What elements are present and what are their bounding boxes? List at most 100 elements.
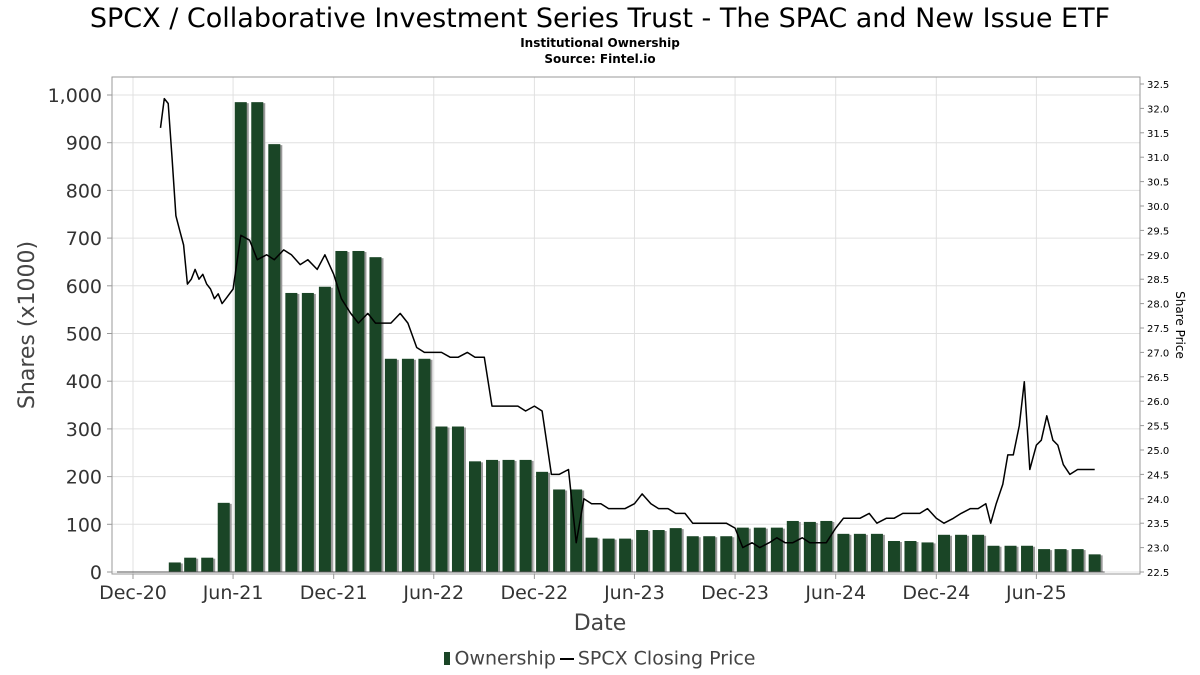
y-axis-title: Shares (x1000): [15, 241, 40, 409]
ownership-bar: [519, 459, 532, 572]
legend-ownership-label: Ownership: [454, 647, 556, 670]
ownership-bar: [955, 534, 968, 572]
y-tick-label: 900: [66, 133, 102, 155]
legend: Ownership SPCX Closing Price: [0, 647, 1200, 670]
y-tick-label: 300: [66, 419, 102, 441]
ownership-bar: [938, 534, 951, 572]
ownership-bar: [468, 461, 481, 572]
ownership-bar: [736, 527, 749, 572]
chart-title: SPCX / Collaborative Investment Series T…: [89, 3, 1111, 34]
y2-tick-label: 29.0: [1147, 251, 1169, 262]
price-line: [159, 97, 1095, 549]
y2-tick-label: 32.5: [1147, 80, 1169, 91]
ownership-bar: [268, 144, 281, 573]
ownership-bar: [335, 250, 348, 572]
ownership-bar: [201, 557, 214, 572]
ownership-bar: [285, 292, 298, 572]
y2-tick-label: 26.0: [1147, 397, 1169, 408]
y2-tick-label: 23.5: [1147, 519, 1169, 530]
ownership-bar: [753, 527, 766, 572]
ownership-bar: [904, 540, 917, 572]
plot-frame: [111, 76, 1141, 575]
ownership-bar: [686, 536, 699, 572]
chart-subtitle: Institutional Ownership: [520, 36, 680, 50]
ownership-bar: [669, 528, 682, 572]
y2-tick-label: 30.5: [1147, 178, 1169, 189]
y-tick-label: 700: [66, 228, 102, 250]
ownership-bar: [1038, 549, 1051, 572]
y2-tick-label: 31.5: [1147, 129, 1169, 140]
x-tick-label: Dec-23: [701, 582, 769, 604]
grid-lines: [112, 77, 1140, 574]
x-tick-label: Dec-20: [99, 582, 167, 604]
x-tick-label: Jun-23: [603, 582, 665, 604]
y2-tick-label: 31.0: [1147, 153, 1169, 164]
ownership-bar: [1004, 545, 1017, 572]
ownership-bar: [585, 537, 598, 572]
ownership-bar: [921, 542, 934, 572]
x-tick-label: Jun-21: [202, 582, 264, 604]
ownership-bar: [234, 102, 247, 572]
x-tick-label: Dec-22: [500, 582, 568, 604]
ownership-bar: [820, 520, 833, 572]
y2-tick-label: 27.0: [1147, 348, 1169, 359]
x-tick-label: Dec-24: [902, 582, 970, 604]
x-axis-ticks: Dec-20 Jun-21 Dec-21 Jun-22 Dec-22 Jun-23 Dec-…: [99, 574, 1067, 604]
ownership-bar: [184, 557, 197, 572]
y2-tick-label: 27.5: [1147, 324, 1169, 335]
ownership-bar: [435, 426, 448, 572]
y-tick-label: 800: [66, 180, 102, 202]
legend-price-label: SPCX Closing Price: [577, 647, 756, 670]
y2-tick-label: 25.0: [1147, 446, 1169, 457]
ownership-bar: [352, 250, 365, 572]
y2-tick-label: 23.0: [1147, 544, 1169, 555]
chart-source: Source: Fintel.io: [544, 52, 656, 66]
legend-ownership-swatch: [444, 652, 451, 665]
ownership-bar: [1071, 549, 1084, 572]
x-tick-label: Jun-22: [402, 582, 464, 604]
ownership-bar: [720, 536, 733, 572]
ownership-bar: [251, 102, 264, 572]
ownership-bar: [451, 426, 464, 572]
ownership-bar: [837, 533, 850, 572]
ownership-bar: [870, 533, 883, 572]
ownership-bar: [217, 502, 230, 572]
ownership-bar: [418, 358, 431, 572]
y2-tick-label: 29.5: [1147, 226, 1169, 237]
y2-tick-label: 25.5: [1147, 422, 1169, 433]
y2-tick-label: 24.0: [1147, 495, 1169, 506]
ownership-bar: [987, 545, 1000, 572]
x-tick-label: Jun-25: [1005, 582, 1067, 604]
ownership-bar: [318, 286, 331, 572]
price-polyline: [159, 97, 1095, 549]
ownership-bar: [636, 530, 649, 572]
ownership-bar: [168, 562, 181, 572]
ownership-bar: [369, 257, 382, 572]
y-tick-label: 600: [66, 276, 102, 298]
y2-tick-label: 22.5: [1147, 568, 1169, 579]
ownership-bar: [301, 292, 314, 572]
y-tick-label: 1,000: [48, 85, 102, 107]
ownership-bar: [853, 533, 866, 572]
y-tick-label: 200: [66, 467, 102, 489]
ownership-bar: [770, 527, 783, 572]
ownership-bar: [384, 358, 397, 572]
y2-tick-label: 30.0: [1147, 202, 1169, 213]
x-tick-label: Dec-21: [300, 582, 368, 604]
ownership-bar: [1088, 554, 1101, 572]
ownership-bar: [536, 471, 549, 572]
ownership-bar: [972, 534, 985, 572]
left-axis-ticks: 0 100 200 300 400 500 600 700 800 900 1,000: [48, 85, 112, 584]
y2-tick-label: 28.0: [1147, 300, 1169, 311]
y-tick-label: 0: [90, 562, 102, 584]
ownership-bar: [1054, 549, 1067, 572]
y-tick-label: 500: [66, 324, 102, 346]
legend-price-swatch: [559, 657, 574, 660]
ownership-bar: [1021, 545, 1034, 572]
ownership-bar: [786, 520, 799, 572]
ownership-bar: [887, 540, 900, 572]
y2-tick-label: 24.5: [1147, 470, 1169, 481]
ownership-bar: [703, 536, 716, 572]
ownership-bar: [652, 530, 665, 572]
ownership-bar: [602, 538, 615, 572]
